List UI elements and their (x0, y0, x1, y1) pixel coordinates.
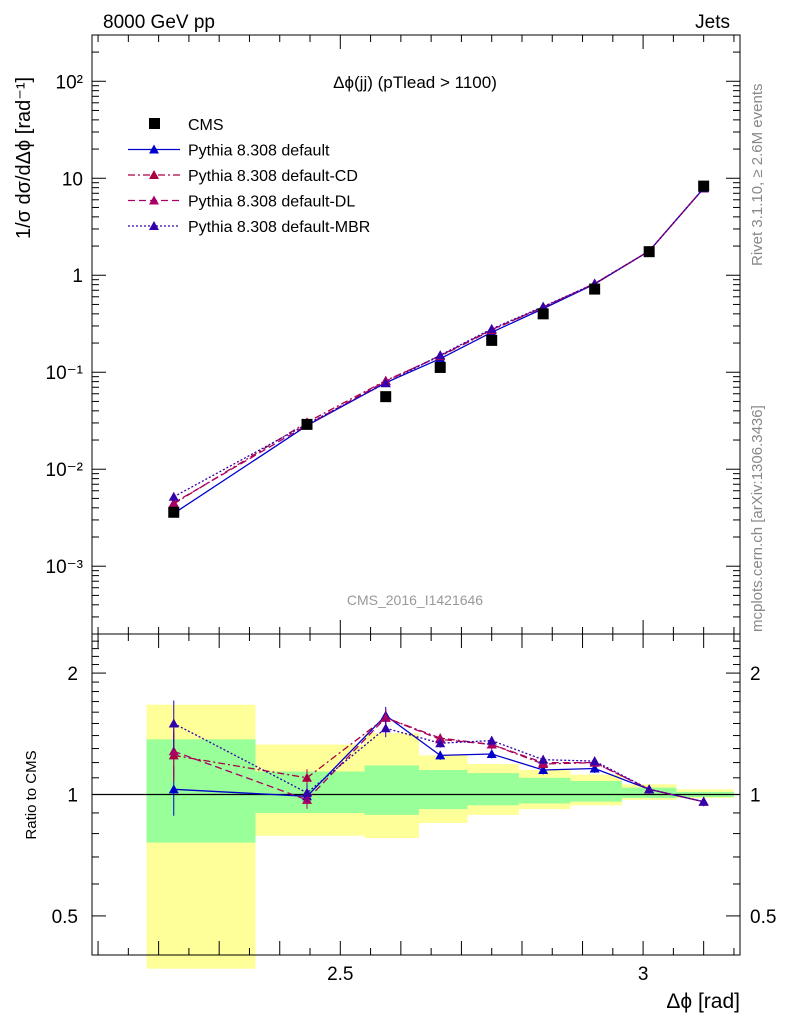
legend-label: Pythia 8.308 default (188, 143, 330, 160)
data-point (434, 361, 446, 373)
data-point (168, 506, 180, 518)
ratio-point (538, 765, 549, 775)
inner-band (419, 770, 468, 810)
inner-band (570, 781, 622, 802)
ratio-point (435, 738, 446, 748)
data-point (435, 350, 446, 360)
ratio-y-tick-label: 0.5 (52, 907, 78, 928)
data-point (301, 418, 313, 430)
data-point (643, 246, 655, 258)
ratio-point (538, 754, 549, 764)
ratio-point (486, 749, 497, 759)
ratio-y-tick-label-right: 1 (750, 786, 761, 807)
ratio-y-tick-label: 2 (67, 664, 78, 685)
header-right: Jets (695, 12, 730, 33)
legend-marker (149, 195, 159, 205)
inner-band (255, 771, 365, 813)
series-line (173, 187, 705, 504)
ratio-point (168, 746, 179, 756)
x-tick-label: 2.5 (327, 964, 353, 985)
legend-label: Pythia 8.308 default-DL (188, 194, 355, 211)
ratio-point (589, 756, 600, 766)
ratio-point (168, 718, 179, 728)
ratio-point (589, 763, 600, 773)
inner-band (364, 765, 420, 815)
legend-marker (149, 170, 159, 179)
y-tick-label: 10⁻¹ (46, 363, 84, 384)
legend-marker (149, 221, 159, 230)
data-point (380, 378, 391, 388)
y-tick-label: 1 (72, 266, 83, 287)
ratio-panel: 0.5 0.5 1 1 2 2 2.5 3 Ratio to CMS Δϕ [rad] (23, 633, 776, 1013)
series-line (173, 187, 705, 498)
ratio-point (380, 723, 391, 733)
data-point (537, 308, 549, 320)
ratio-y-axis-label: Ratio to CMS (23, 750, 40, 839)
main-panel: 10⁻³ 10⁻² 10⁻¹ 1 10 10² 1/σ dσ/dΔϕ [rad⁻¹] Δϕ(j… (13, 34, 741, 635)
ratio-point (301, 772, 312, 782)
legend-marker (149, 144, 159, 154)
ratio-point (644, 784, 655, 794)
x-axis-label: Δϕ [rad] (666, 990, 740, 1013)
ratio-point (168, 784, 179, 794)
ratio-point (380, 712, 391, 722)
data-point (380, 391, 392, 403)
ratio-y-tick-label: 1 (67, 786, 78, 807)
data-point (589, 283, 601, 295)
y-tick-label: 10⁻² (46, 460, 84, 481)
watermark-label: CMS_2016_I1421646 (347, 592, 483, 608)
legend-label: Pythia 8.308 default-MBR (188, 219, 370, 236)
ratio-y-tick-label-right: 2 (750, 664, 761, 685)
data-point (168, 491, 179, 501)
chart-title: Δϕ(jj) (pTlead > 1100) (333, 73, 497, 92)
legend-label: Pythia 8.308 default-CD (188, 168, 358, 185)
inner-band (518, 777, 571, 804)
legend: CMS Pythia 8.308 default Pythia 8.308 defa… (128, 117, 370, 236)
ratio-point (435, 750, 446, 760)
ratio-point (486, 735, 497, 745)
x-tick-label: 3 (638, 964, 649, 985)
ratio-point (301, 787, 312, 797)
legend-marker (149, 118, 160, 129)
data-point (698, 180, 710, 192)
y-axis-label: 1/σ dσ/dΔϕ [rad⁻¹] (13, 77, 35, 239)
data-point (486, 323, 497, 333)
ratio-y-tick-label-right: 0.5 (750, 907, 776, 928)
side-label-mcplots: mcplots.cern.ch [arXiv:1306.3436] (749, 405, 766, 632)
data-point (168, 497, 179, 507)
inner-band (467, 773, 519, 806)
header-left: 8000 GeV pp (103, 12, 215, 33)
y-tick-label: 10² (56, 72, 83, 93)
ratio-series-3 (168, 700, 709, 807)
ratio-point (698, 796, 709, 806)
y-tick-label: 10 (62, 169, 83, 190)
side-label-rivet: Rivet 3.1.10, ≥ 2.6M events (749, 84, 766, 267)
y-tick-label: 10⁻³ (46, 557, 84, 578)
legend-label: CMS (188, 117, 224, 134)
data-point (486, 334, 498, 346)
series-cms-points (168, 180, 710, 518)
series-line (173, 187, 705, 514)
